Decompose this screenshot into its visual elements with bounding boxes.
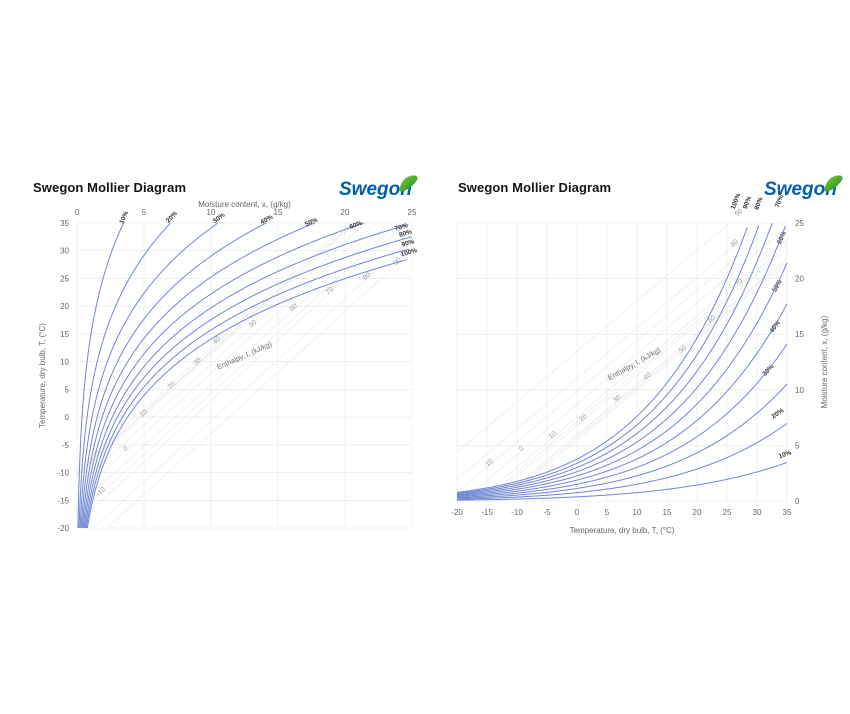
svg-text:15: 15 xyxy=(60,330,69,339)
svg-text:20: 20 xyxy=(341,208,350,217)
svg-text:10: 10 xyxy=(60,358,69,367)
svg-text:70: 70 xyxy=(325,286,335,296)
svg-text:40%: 40% xyxy=(259,214,274,226)
svg-text:25: 25 xyxy=(60,274,69,283)
svg-text:35: 35 xyxy=(60,219,69,228)
svg-text:Enthalpy, I, (kJ/kg): Enthalpy, I, (kJ/kg) xyxy=(216,339,274,371)
svg-text:-5: -5 xyxy=(62,441,70,450)
svg-text:15: 15 xyxy=(795,330,804,339)
svg-text:25: 25 xyxy=(408,208,417,217)
svg-text:-15: -15 xyxy=(481,508,493,517)
svg-text:5: 5 xyxy=(65,385,70,394)
svg-text:50%: 50% xyxy=(771,278,784,293)
svg-text:100%: 100% xyxy=(400,247,418,258)
svg-text:60: 60 xyxy=(288,302,298,312)
svg-text:Temperature, dry bulb, T, (°C): Temperature, dry bulb, T, (°C) xyxy=(38,323,47,428)
svg-text:15: 15 xyxy=(663,508,672,517)
svg-text:100%: 100% xyxy=(730,192,743,210)
svg-text:-10: -10 xyxy=(511,508,523,517)
svg-text:20%: 20% xyxy=(771,407,786,420)
svg-text:-10: -10 xyxy=(483,458,495,470)
svg-text:40: 40 xyxy=(642,371,652,381)
svg-text:5: 5 xyxy=(142,208,147,217)
svg-text:50%: 50% xyxy=(304,217,319,229)
svg-text:80: 80 xyxy=(730,238,740,248)
svg-text:0: 0 xyxy=(575,508,580,517)
svg-text:Temperature, dry bulb, T, (°C): Temperature, dry bulb, T, (°C) xyxy=(570,526,675,535)
svg-text:0: 0 xyxy=(795,497,800,506)
svg-text:20: 20 xyxy=(60,302,69,311)
svg-text:50: 50 xyxy=(248,319,258,329)
svg-text:Swegon Mollier Diagram: Swegon Mollier Diagram xyxy=(458,180,611,195)
svg-text:30: 30 xyxy=(612,394,622,404)
svg-text:Swegon Mollier Diagram: Swegon Mollier Diagram xyxy=(33,180,186,195)
svg-text:25: 25 xyxy=(795,219,804,228)
svg-text:10%: 10% xyxy=(778,449,793,460)
svg-text:-20: -20 xyxy=(57,524,69,533)
svg-text:90%: 90% xyxy=(742,195,753,210)
svg-text:20: 20 xyxy=(795,275,804,284)
svg-text:Moisture content, x, (g/kg): Moisture content, x, (g/kg) xyxy=(820,315,829,408)
svg-text:60%: 60% xyxy=(776,230,788,245)
svg-text:20: 20 xyxy=(693,508,702,517)
svg-text:5: 5 xyxy=(795,441,800,450)
svg-text:5: 5 xyxy=(605,508,610,517)
svg-text:0: 0 xyxy=(122,445,130,453)
svg-text:10: 10 xyxy=(795,386,804,395)
svg-text:-10: -10 xyxy=(95,486,107,498)
svg-text:Moisture content, x, (g/kg): Moisture content, x, (g/kg) xyxy=(198,200,291,209)
svg-text:-15: -15 xyxy=(57,496,69,505)
svg-text:0: 0 xyxy=(75,208,80,217)
svg-text:Enthalpy, I, (kJ/kg): Enthalpy, I, (kJ/kg) xyxy=(606,345,662,382)
svg-text:-5: -5 xyxy=(543,508,551,517)
svg-text:30: 30 xyxy=(60,247,69,256)
svg-text:35: 35 xyxy=(783,508,792,517)
svg-text:15: 15 xyxy=(274,208,283,217)
svg-text:0: 0 xyxy=(65,413,70,422)
svg-text:40: 40 xyxy=(212,335,222,345)
svg-text:20%: 20% xyxy=(165,210,179,224)
svg-text:25: 25 xyxy=(723,508,732,517)
svg-text:60%: 60% xyxy=(349,220,364,231)
svg-text:80%: 80% xyxy=(753,196,764,211)
svg-text:-20: -20 xyxy=(451,508,463,517)
svg-text:30: 30 xyxy=(753,508,762,517)
svg-text:10: 10 xyxy=(633,508,642,517)
svg-text:-10: -10 xyxy=(57,469,69,478)
svg-text:30: 30 xyxy=(192,357,202,367)
svg-text:10: 10 xyxy=(207,208,216,217)
